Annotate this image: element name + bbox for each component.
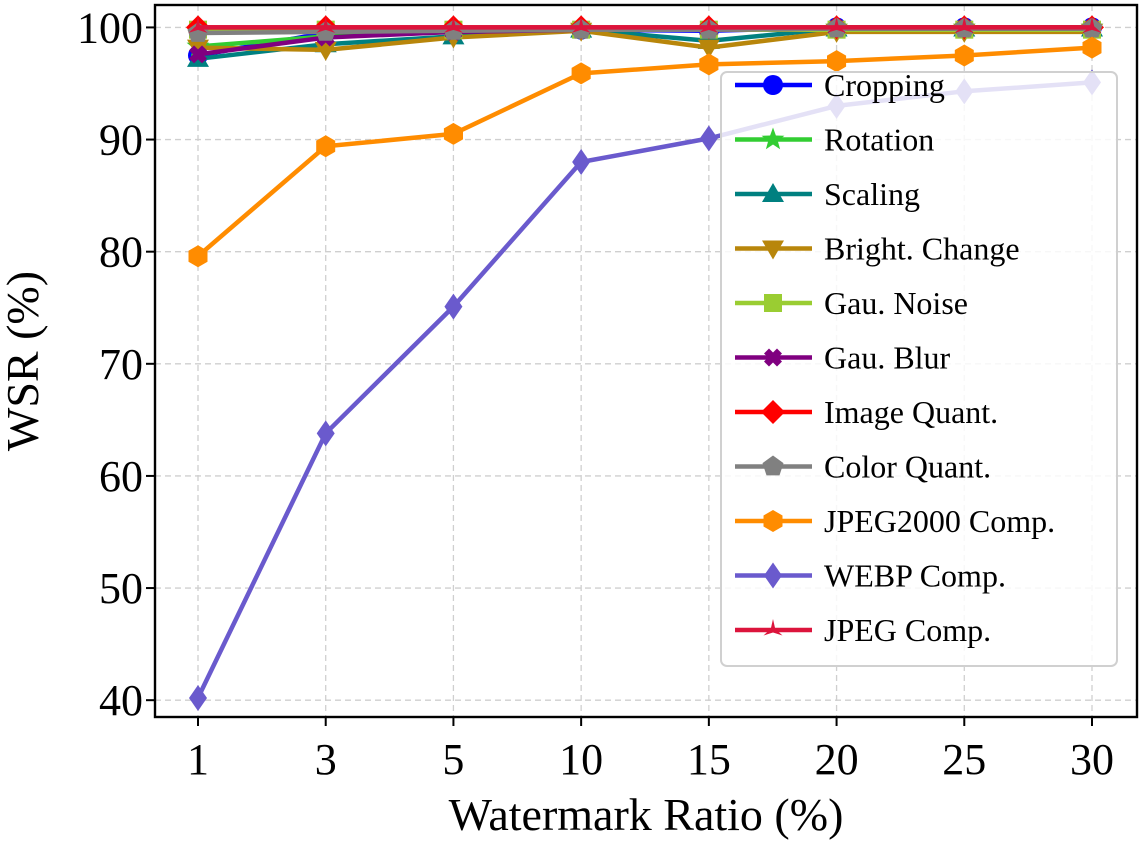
- legend-entry: Gau. Noise: [735, 285, 968, 321]
- legend-label: Bright. Change: [824, 231, 1020, 267]
- legend-label: Gau. Noise: [824, 285, 968, 321]
- legend-label: Image Quant.: [824, 394, 998, 430]
- legend-marker: [761, 127, 785, 150]
- legend-marker: [763, 75, 783, 95]
- x-tick-label: 5: [442, 735, 464, 784]
- y-tick-label: 100: [77, 3, 143, 52]
- data-point: [1082, 16, 1102, 33]
- data-point: [697, 39, 720, 59]
- series-jpeg-comp: [188, 16, 1102, 33]
- data-point: [316, 16, 336, 33]
- legend-label: Rotation: [824, 122, 934, 158]
- series-jpeg2000-comp: [188, 36, 1102, 268]
- legend-marker: [762, 455, 784, 476]
- data-point: [444, 293, 463, 320]
- legend: Cropping Rotation Scaling Bright. Change Gau…: [720, 67, 1118, 667]
- y-tick-label: 50: [99, 564, 143, 613]
- legend-marker: [764, 294, 782, 312]
- legend-label: WEBP Comp.: [824, 558, 1006, 594]
- y-tick-label: 80: [99, 228, 143, 277]
- data-point: [189, 684, 207, 711]
- legend-entry: Bright. Change: [735, 231, 1020, 267]
- x-axis-title: Watermark Ratio (%): [449, 789, 844, 840]
- data-point: [188, 16, 208, 33]
- data-point: [1082, 36, 1102, 59]
- series-group: [186, 15, 1104, 711]
- legend-entry: Color Quant.: [735, 449, 991, 485]
- data-point: [699, 16, 719, 33]
- data-point: [443, 16, 463, 33]
- data-point: [187, 39, 209, 59]
- ticks: 1 3 5 10 15 20 25 30 40 50 60 70 80 90 100: [77, 3, 1114, 784]
- legend-marker: [764, 348, 782, 367]
- y-tick-label: 40: [99, 676, 143, 725]
- legend-entry: WEBP Comp.: [735, 558, 1006, 594]
- data-point: [443, 122, 463, 145]
- legend-entry: JPEG2000 Comp.: [735, 503, 1055, 539]
- legend-label: Cropping: [824, 67, 945, 103]
- x-tick-label: 25: [942, 735, 986, 784]
- legend-entry: Image Quant.: [735, 394, 998, 430]
- legend-entry: Scaling: [735, 176, 920, 212]
- data-point: [571, 62, 591, 85]
- y-tick-label: 70: [99, 340, 143, 389]
- legend-entry: Cropping: [735, 67, 945, 103]
- x-tick-label: 20: [815, 735, 859, 784]
- y-axis-title: WSR (%): [0, 271, 48, 451]
- y-tick-label: 90: [99, 116, 143, 165]
- legend-box: [720, 71, 1118, 667]
- data-point: [316, 135, 336, 158]
- x-tick-label: 10: [559, 735, 603, 784]
- legend-marker: [761, 400, 785, 424]
- data-point: [827, 50, 847, 73]
- legend-entry: Rotation: [735, 122, 934, 158]
- y-tick-label: 60: [99, 452, 143, 501]
- legend-label: Color Quant.: [824, 449, 991, 485]
- legend-marker: [762, 240, 784, 260]
- x-tick-label: 1: [187, 735, 209, 784]
- legend-entry: Gau. Blur: [735, 340, 951, 376]
- legend-label: JPEG Comp.: [824, 612, 991, 648]
- plot-frame: [153, 3, 1139, 719]
- data-point: [314, 41, 337, 61]
- legend-marker: [763, 510, 783, 532]
- legend-entry: JPEG Comp.: [735, 612, 991, 648]
- data-point: [699, 125, 718, 152]
- legend-marker: [763, 619, 783, 636]
- x-tick-label: 3: [315, 735, 337, 784]
- data-point: [571, 16, 591, 33]
- x-tick-label: 15: [687, 735, 731, 784]
- legend-label: Gau. Blur: [824, 340, 951, 376]
- data-point: [699, 53, 719, 76]
- legend-marker: [762, 183, 784, 202]
- data-point: [954, 44, 974, 67]
- legend-label: Scaling: [824, 176, 920, 212]
- data-point: [827, 16, 847, 33]
- legend-label: JPEG2000 Comp.: [824, 503, 1055, 539]
- data-point: [954, 16, 974, 33]
- data-point: [572, 148, 591, 175]
- x-tick-label: 30: [1070, 735, 1114, 784]
- data-point: [188, 245, 208, 268]
- legend-marker: [764, 562, 782, 589]
- data-point: [316, 420, 335, 447]
- series-line: [195, 45, 1095, 259]
- data-point: [189, 45, 207, 64]
